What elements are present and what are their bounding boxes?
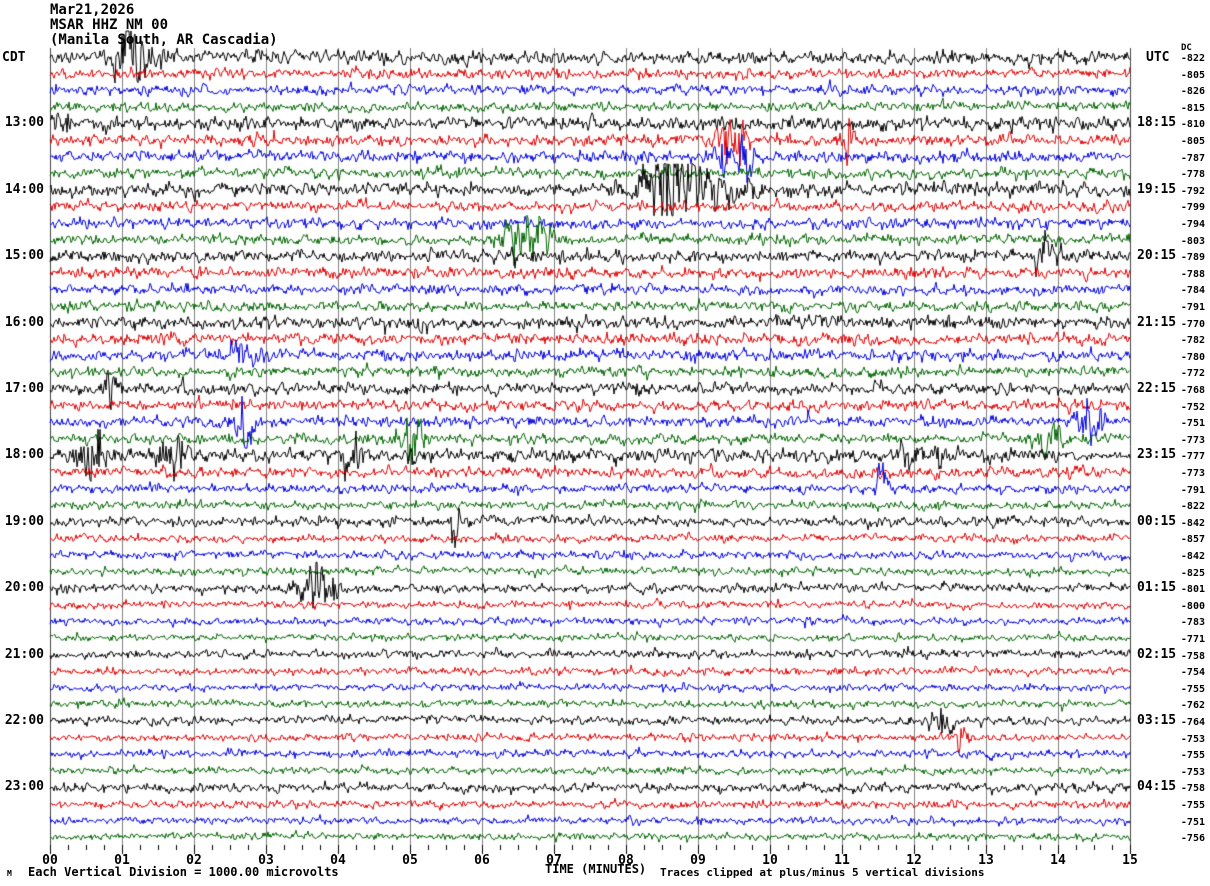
- dc-offset-value: -752: [1180, 401, 1205, 413]
- dc-offset-value: -758: [1180, 783, 1205, 795]
- dc-offset-value: -755: [1180, 750, 1205, 762]
- x-tick-label: 00: [42, 853, 58, 868]
- dc-offset-value: -857: [1180, 534, 1205, 546]
- dc-offset-value: -764: [1180, 717, 1205, 728]
- right-time-label: 03:15: [1137, 713, 1177, 728]
- dc-offset-value: -792: [1180, 185, 1205, 197]
- x-tick-label: 06: [474, 853, 490, 868]
- dc-offset-value: -778: [1180, 169, 1205, 181]
- dc-offset-value: -794: [1180, 219, 1205, 230]
- x-tick-label: 12: [906, 853, 922, 868]
- x-tick-label: 04: [330, 853, 346, 868]
- right-time-label: 20:15: [1137, 248, 1177, 264]
- right-time-label: 18:15: [1137, 115, 1177, 131]
- clipping-note: Traces clipped at plus/minus 5 vertical …: [660, 866, 985, 879]
- left-time-label: 17:00: [4, 381, 44, 396]
- dc-offset-value: -788: [1180, 268, 1205, 280]
- x-tick-label: 11: [834, 853, 850, 868]
- dc-offset-value: -773: [1180, 434, 1205, 446]
- left-time-label: 13:00: [4, 115, 44, 131]
- left-time-label: 16:00: [4, 314, 44, 330]
- dc-offset-value: -787: [1180, 152, 1205, 164]
- x-tick-label: 09: [690, 853, 706, 868]
- corner-mark: M: [7, 869, 12, 878]
- right-time-label: 21:15: [1137, 314, 1177, 330]
- dc-offset-value: -780: [1180, 351, 1205, 363]
- x-tick-label: 07: [546, 853, 562, 868]
- left-time-label: 15:00: [4, 248, 44, 264]
- vertical-scale-note: Each Vertical Division = 1000.00 microvo…: [28, 865, 339, 879]
- right-time-label: 00:15: [1137, 513, 1177, 529]
- dc-offset-value: -756: [1180, 833, 1205, 845]
- dc-offset-value: -784: [1180, 285, 1205, 297]
- left-time-label: 14:00: [4, 181, 44, 197]
- dc-offset-value: -826: [1180, 86, 1205, 98]
- x-tick-label: 05: [402, 853, 418, 868]
- right-time-label: 01:15: [1137, 580, 1177, 596]
- dc-offset-value: -801: [1180, 584, 1205, 596]
- right-time-label: 02:15: [1137, 646, 1177, 662]
- dc-offset-value: -755: [1180, 800, 1205, 811]
- right-time-label: 22:15: [1137, 381, 1177, 396]
- x-tick-label: 15: [1122, 853, 1138, 868]
- dc-offset-value: -755: [1180, 683, 1205, 695]
- plot-date: Mar21,2026: [50, 2, 135, 18]
- x-tick-label: 13: [978, 853, 994, 868]
- dc-offset-value: -842: [1180, 517, 1205, 529]
- x-tick-label: 03: [258, 853, 274, 868]
- x-tick-label: 10: [762, 853, 778, 868]
- x-tick-label: 01: [114, 853, 130, 868]
- x-tick-label: 08: [618, 853, 634, 868]
- left-time-label: 22:00: [4, 713, 44, 728]
- dc-offset-value: -782: [1180, 335, 1205, 347]
- dc-offset-value: -825: [1180, 567, 1205, 579]
- x-tick-label: 02: [186, 853, 202, 868]
- left-time-label: 21:00: [4, 646, 44, 662]
- dc-offset-value: -800: [1180, 600, 1205, 612]
- dc-offset-value: -842: [1180, 551, 1205, 562]
- dc-offset-value: -805: [1180, 69, 1205, 81]
- dc-offset-value: -803: [1180, 235, 1205, 247]
- dc-offset-value: -768: [1180, 385, 1205, 396]
- x-tick-label: 14: [1050, 853, 1066, 868]
- dc-offset-value: -777: [1180, 451, 1205, 463]
- dc-offset-value: -751: [1180, 418, 1205, 430]
- dc-offset-value: -805: [1180, 136, 1205, 147]
- right-time-label: 23:15: [1137, 447, 1177, 463]
- left-time-label: 18:00: [4, 447, 44, 463]
- dc-offset-value: -754: [1180, 667, 1205, 679]
- dc-offset-value: -773: [1180, 468, 1205, 479]
- dc-offset-value: -791: [1180, 484, 1205, 496]
- station-location: (Manila South, AR Cascadia): [50, 32, 278, 48]
- right-timezone-label: UTC: [1146, 50, 1170, 65]
- right-time-label: 19:15: [1137, 181, 1177, 197]
- left-time-label: 19:00: [4, 513, 44, 529]
- dc-offset-value: -758: [1180, 650, 1205, 662]
- dc-offset-value: -771: [1180, 634, 1205, 645]
- station-code: MSAR HHZ NM 00: [50, 17, 169, 33]
- dc-offset-value: -822: [1180, 53, 1205, 64]
- dc-offset-value: -770: [1180, 318, 1205, 330]
- dc-offset-value: -789: [1180, 252, 1205, 264]
- dc-offset-value: -753: [1180, 766, 1205, 778]
- dc-offset-value: -751: [1180, 816, 1205, 828]
- x-axis-title: TIME (MINUTES): [545, 862, 647, 876]
- left-timezone-label: CDT: [2, 50, 26, 65]
- left-time-label: 23:00: [4, 779, 44, 795]
- dc-offset-value: -822: [1180, 501, 1205, 513]
- dc-offset-value: -791: [1180, 302, 1205, 313]
- dc-offset-value: -810: [1180, 119, 1205, 131]
- dc-offset-value: -799: [1180, 202, 1205, 214]
- dc-offset-value: -815: [1180, 102, 1205, 114]
- right-time-label: 04:15: [1137, 779, 1177, 795]
- dc-offset-header: DC: [1181, 43, 1192, 53]
- left-time-label: 20:00: [4, 580, 44, 596]
- dc-offset-value: -753: [1180, 733, 1205, 745]
- dc-offset-value: -772: [1180, 368, 1205, 380]
- dc-offset-value: -762: [1180, 700, 1205, 712]
- dc-offset-value: -783: [1180, 617, 1205, 629]
